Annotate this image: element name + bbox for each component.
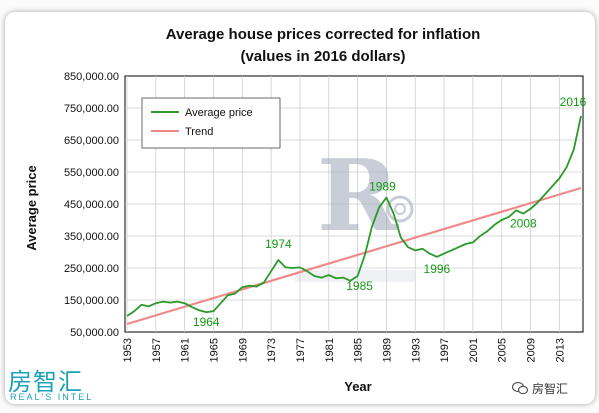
chart-card: Average house prices corrected for infla… bbox=[5, 12, 595, 404]
x-tick-label: 1969 bbox=[237, 338, 249, 362]
x-tick-layer: 1953 1957 1961 1965 1969 1973 1977 1981 1985 1989… bbox=[122, 338, 566, 362]
x-tick-label: 1993 bbox=[410, 338, 422, 362]
x-tick-label: 2009 bbox=[526, 338, 538, 362]
annotation-label: 1974 bbox=[265, 237, 292, 251]
y-tick-label: 350,000.00 bbox=[64, 231, 119, 243]
annotation-label: 1985 bbox=[346, 279, 373, 293]
x-tick-label: 1965 bbox=[208, 338, 220, 362]
y-tick-label: 650,000.00 bbox=[64, 135, 119, 147]
x-tick-label: 2013 bbox=[554, 338, 566, 362]
brand-logo: 房智汇 REAL'S INTEL bbox=[6, 362, 116, 410]
x-tick-label: 1997 bbox=[439, 338, 451, 362]
x-tick-label: 1977 bbox=[295, 338, 307, 362]
x-tick-label: 1961 bbox=[180, 338, 192, 362]
legend-label-trend: Trend bbox=[185, 126, 213, 138]
y-tick-label: 750,000.00 bbox=[64, 103, 119, 115]
y-tick-label: 850,000.00 bbox=[64, 71, 119, 83]
annotation-label: 2008 bbox=[510, 217, 537, 231]
y-axis-label: Average price bbox=[24, 165, 39, 251]
series-layer bbox=[126, 115, 582, 326]
brand-logo-chinese: 房智汇 bbox=[8, 368, 83, 396]
legend: Average price Trend bbox=[141, 97, 281, 149]
x-tick-label: 1973 bbox=[266, 338, 278, 362]
x-tick-label: 2005 bbox=[497, 338, 509, 362]
wechat-icon bbox=[512, 381, 528, 395]
annotation-layer: 1964 1974 1985 1989 1996 2008 2016 bbox=[193, 95, 587, 329]
y-tick-label: 450,000.00 bbox=[64, 199, 119, 211]
chart-svg: Average house prices corrected for infla… bbox=[24, 26, 587, 394]
chart-subtitle: (values in 2016 dollars) bbox=[240, 48, 405, 65]
x-tick-label: 1981 bbox=[324, 338, 336, 362]
annotation-label: 1964 bbox=[193, 315, 220, 329]
x-tick-label: 1953 bbox=[122, 338, 134, 362]
y-tick-layer: 850,000.00 750,000.00 650,000.00 550,000.00… bbox=[64, 71, 119, 339]
annotation-label: 2016 bbox=[560, 95, 587, 109]
x-tick-label: 1957 bbox=[151, 338, 163, 362]
x-tick-label: 1985 bbox=[353, 338, 365, 362]
x-tick-label: 1989 bbox=[381, 338, 393, 362]
x-axis-label: Year bbox=[344, 379, 371, 394]
legend-box bbox=[141, 97, 281, 149]
annotation-label: 1996 bbox=[424, 262, 451, 276]
y-tick-label: 150,000.00 bbox=[64, 295, 119, 307]
annotation-label: 1989 bbox=[369, 180, 396, 194]
y-tick-label: 550,000.00 bbox=[64, 167, 119, 179]
series-line-average-price bbox=[126, 115, 582, 317]
chart-title: Average house prices corrected for infla… bbox=[166, 26, 481, 43]
series-line-trend bbox=[126, 186, 582, 326]
legend-label-average-price: Average price bbox=[185, 107, 253, 119]
watermark-logo: R bbox=[295, 139, 415, 282]
x-tick-label: 2001 bbox=[468, 338, 480, 362]
y-tick-label: 50,000.00 bbox=[70, 327, 119, 339]
brand-logo-english: REAL'S INTEL bbox=[10, 392, 94, 402]
wechat-account-badge: 房智汇 bbox=[512, 378, 568, 398]
svg-text:R: R bbox=[317, 139, 400, 254]
y-tick-label: 250,000.00 bbox=[64, 263, 119, 275]
wechat-account-name: 房智汇 bbox=[532, 381, 569, 396]
